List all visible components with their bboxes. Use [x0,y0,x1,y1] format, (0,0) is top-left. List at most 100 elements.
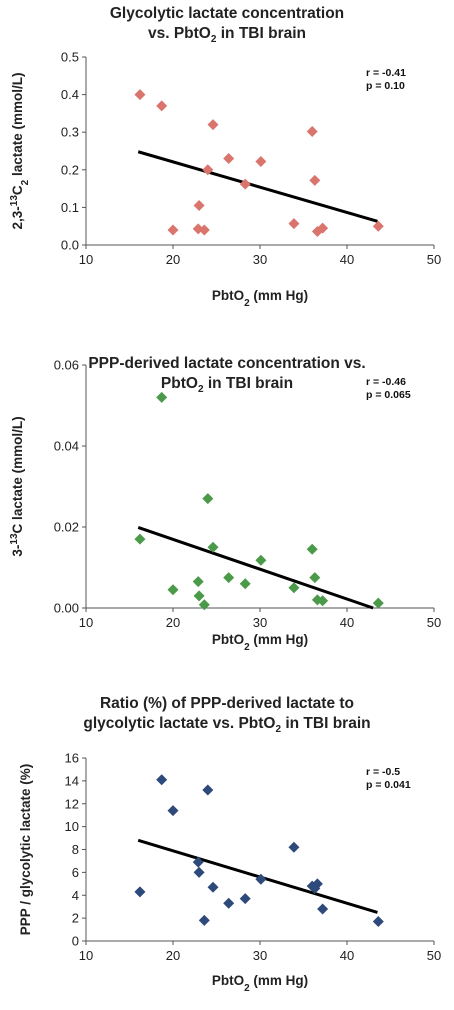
data-point [192,856,204,868]
data-point [317,595,329,607]
x-tick-label: 40 [340,252,354,267]
data-point [306,543,318,555]
x-tick-label: 50 [427,615,441,630]
x-tick-label: 20 [166,252,180,267]
data-point [198,224,210,236]
x-axis-label: PbtO2 (mm Hg) [212,973,308,994]
chart-title: Glycolytic lactate concentration vs. Pbt… [0,4,454,50]
data-point [134,89,146,101]
data-point [192,576,204,588]
data-point [207,881,219,893]
data-point [156,391,168,403]
trend-line [137,838,378,914]
y-tick-label: 12 [65,796,79,811]
data-point [167,224,179,236]
chart-panel-glycolytic: Glycolytic lactate concentration vs. Pbt… [0,0,454,335]
data-point [223,153,235,165]
chart-title-line-1: Ratio (%) of PPP-derived lactate to [99,695,355,712]
data-point [288,841,300,853]
scatter-plot-glycolytic: 10 20 30 40 50 0.0 0.1 0.2 0.3 0.4 0.5 PbtO2 (mm Hg… [9,50,442,309]
stat-annotation: r = -0.41 [366,67,406,79]
data-point [134,886,146,898]
chart-panel-ratio: Ratio (%) of PPP-derived lactate to glyc… [0,675,454,1010]
data-point [309,572,321,584]
y-tick-label: 0.1 [61,200,79,215]
x-tick-label: 50 [427,252,441,267]
y-tick-label: 0.06 [54,358,79,373]
data-point [372,220,384,232]
x-axis-label: PbtO2 (mm Hg) [212,632,308,653]
data-point [223,572,235,584]
y-tick-label: 6 [72,865,79,880]
scatter-plot-ratio: 10 20 30 40 50 0 2 4 6 8 10 12 14 16 PbtO2 (mm Hg) PPP … [18,751,441,994]
y-tick-label: 10 [65,819,79,834]
data-point [288,582,300,594]
x-tick-label: 20 [166,948,180,963]
data-point [207,119,219,131]
y-tick-label: 0.4 [61,87,79,102]
data-point [372,597,384,609]
data-point [239,178,251,190]
y-tick-label: 0.00 [54,601,79,616]
data-point [193,200,205,212]
data-point [198,914,210,926]
data-point [223,897,235,909]
y-tick-label: 16 [65,751,79,766]
chart-title-line-1: PPP-derived lactate concentration vs. [88,355,366,372]
y-axis-label: PPP / glycolytic lactate (%) [18,764,33,936]
data-point [193,866,205,878]
data-point [311,878,323,890]
data-point [317,903,329,915]
y-tick-label: 8 [72,842,79,857]
data-point [134,533,146,545]
data-point [288,218,300,230]
y-tick-label: 0.0 [61,238,79,253]
y-tick-label: 0.04 [54,439,79,454]
x-tick-label: 40 [340,948,354,963]
chart-title-line-2: PbtO2 in TBI brain [160,375,294,396]
data-point [309,174,321,186]
stat-annotation: r = -0.5 [366,766,400,778]
stat-annotation: r = -0.46 [366,376,406,388]
x-tick-label: 30 [253,948,267,963]
y-axis-label: 3-13C lactate (mmol/L) [9,416,26,556]
data-point [207,541,219,553]
data-point [239,578,251,590]
x-tick-label: 30 [253,615,267,630]
x-tick-label: 40 [340,615,354,630]
data-point [372,916,384,928]
chart-title: Ratio (%) of PPP-derived lactate to glyc… [0,694,454,740]
y-tick-label: 0 [72,934,79,949]
chart-panel-ppp: PPP-derived lactate concentration vs. Pb… [0,340,454,670]
y-tick-label: 4 [72,888,79,903]
data-point [202,784,214,796]
y-tick-label: 14 [65,773,79,788]
y-tick-label: 0.3 [61,125,79,140]
y-axis-label: 2,3-13C2 lactate (mmol/L) [9,73,31,230]
data-point [167,805,179,817]
x-tick-label: 20 [166,615,180,630]
x-tick-label: 10 [79,252,93,267]
chart-title-line-2: vs. PbtO2 in TBI brain [147,25,306,46]
data-point [198,599,210,611]
x-tick-label: 10 [79,948,93,963]
data-point [193,590,205,602]
data-point [255,156,267,168]
data-point [156,774,168,786]
data-point [255,873,267,885]
data-point [202,493,214,505]
scatter-plot-ppp: 10 20 30 40 50 0.00 0.02 0.04 0.06 PbtO2 (mm Hg) 3… [9,358,442,653]
data-point [156,100,168,112]
stat-annotation: p = 0.041 [366,779,411,791]
chart-title-line-2: glycolytic lactate vs. PbtO2 in TBI brai… [83,715,371,736]
x-tick-label: 50 [427,948,441,963]
data-point [202,164,214,176]
data-point [306,125,318,137]
y-tick-label: 2 [72,911,79,926]
x-axis-label: PbtO2 (mm Hg) [212,288,308,309]
data-point [255,554,267,566]
data-point [317,222,329,234]
stat-annotation: p = 0.10 [366,80,405,92]
trend-line [137,150,378,223]
data-point [239,893,251,905]
